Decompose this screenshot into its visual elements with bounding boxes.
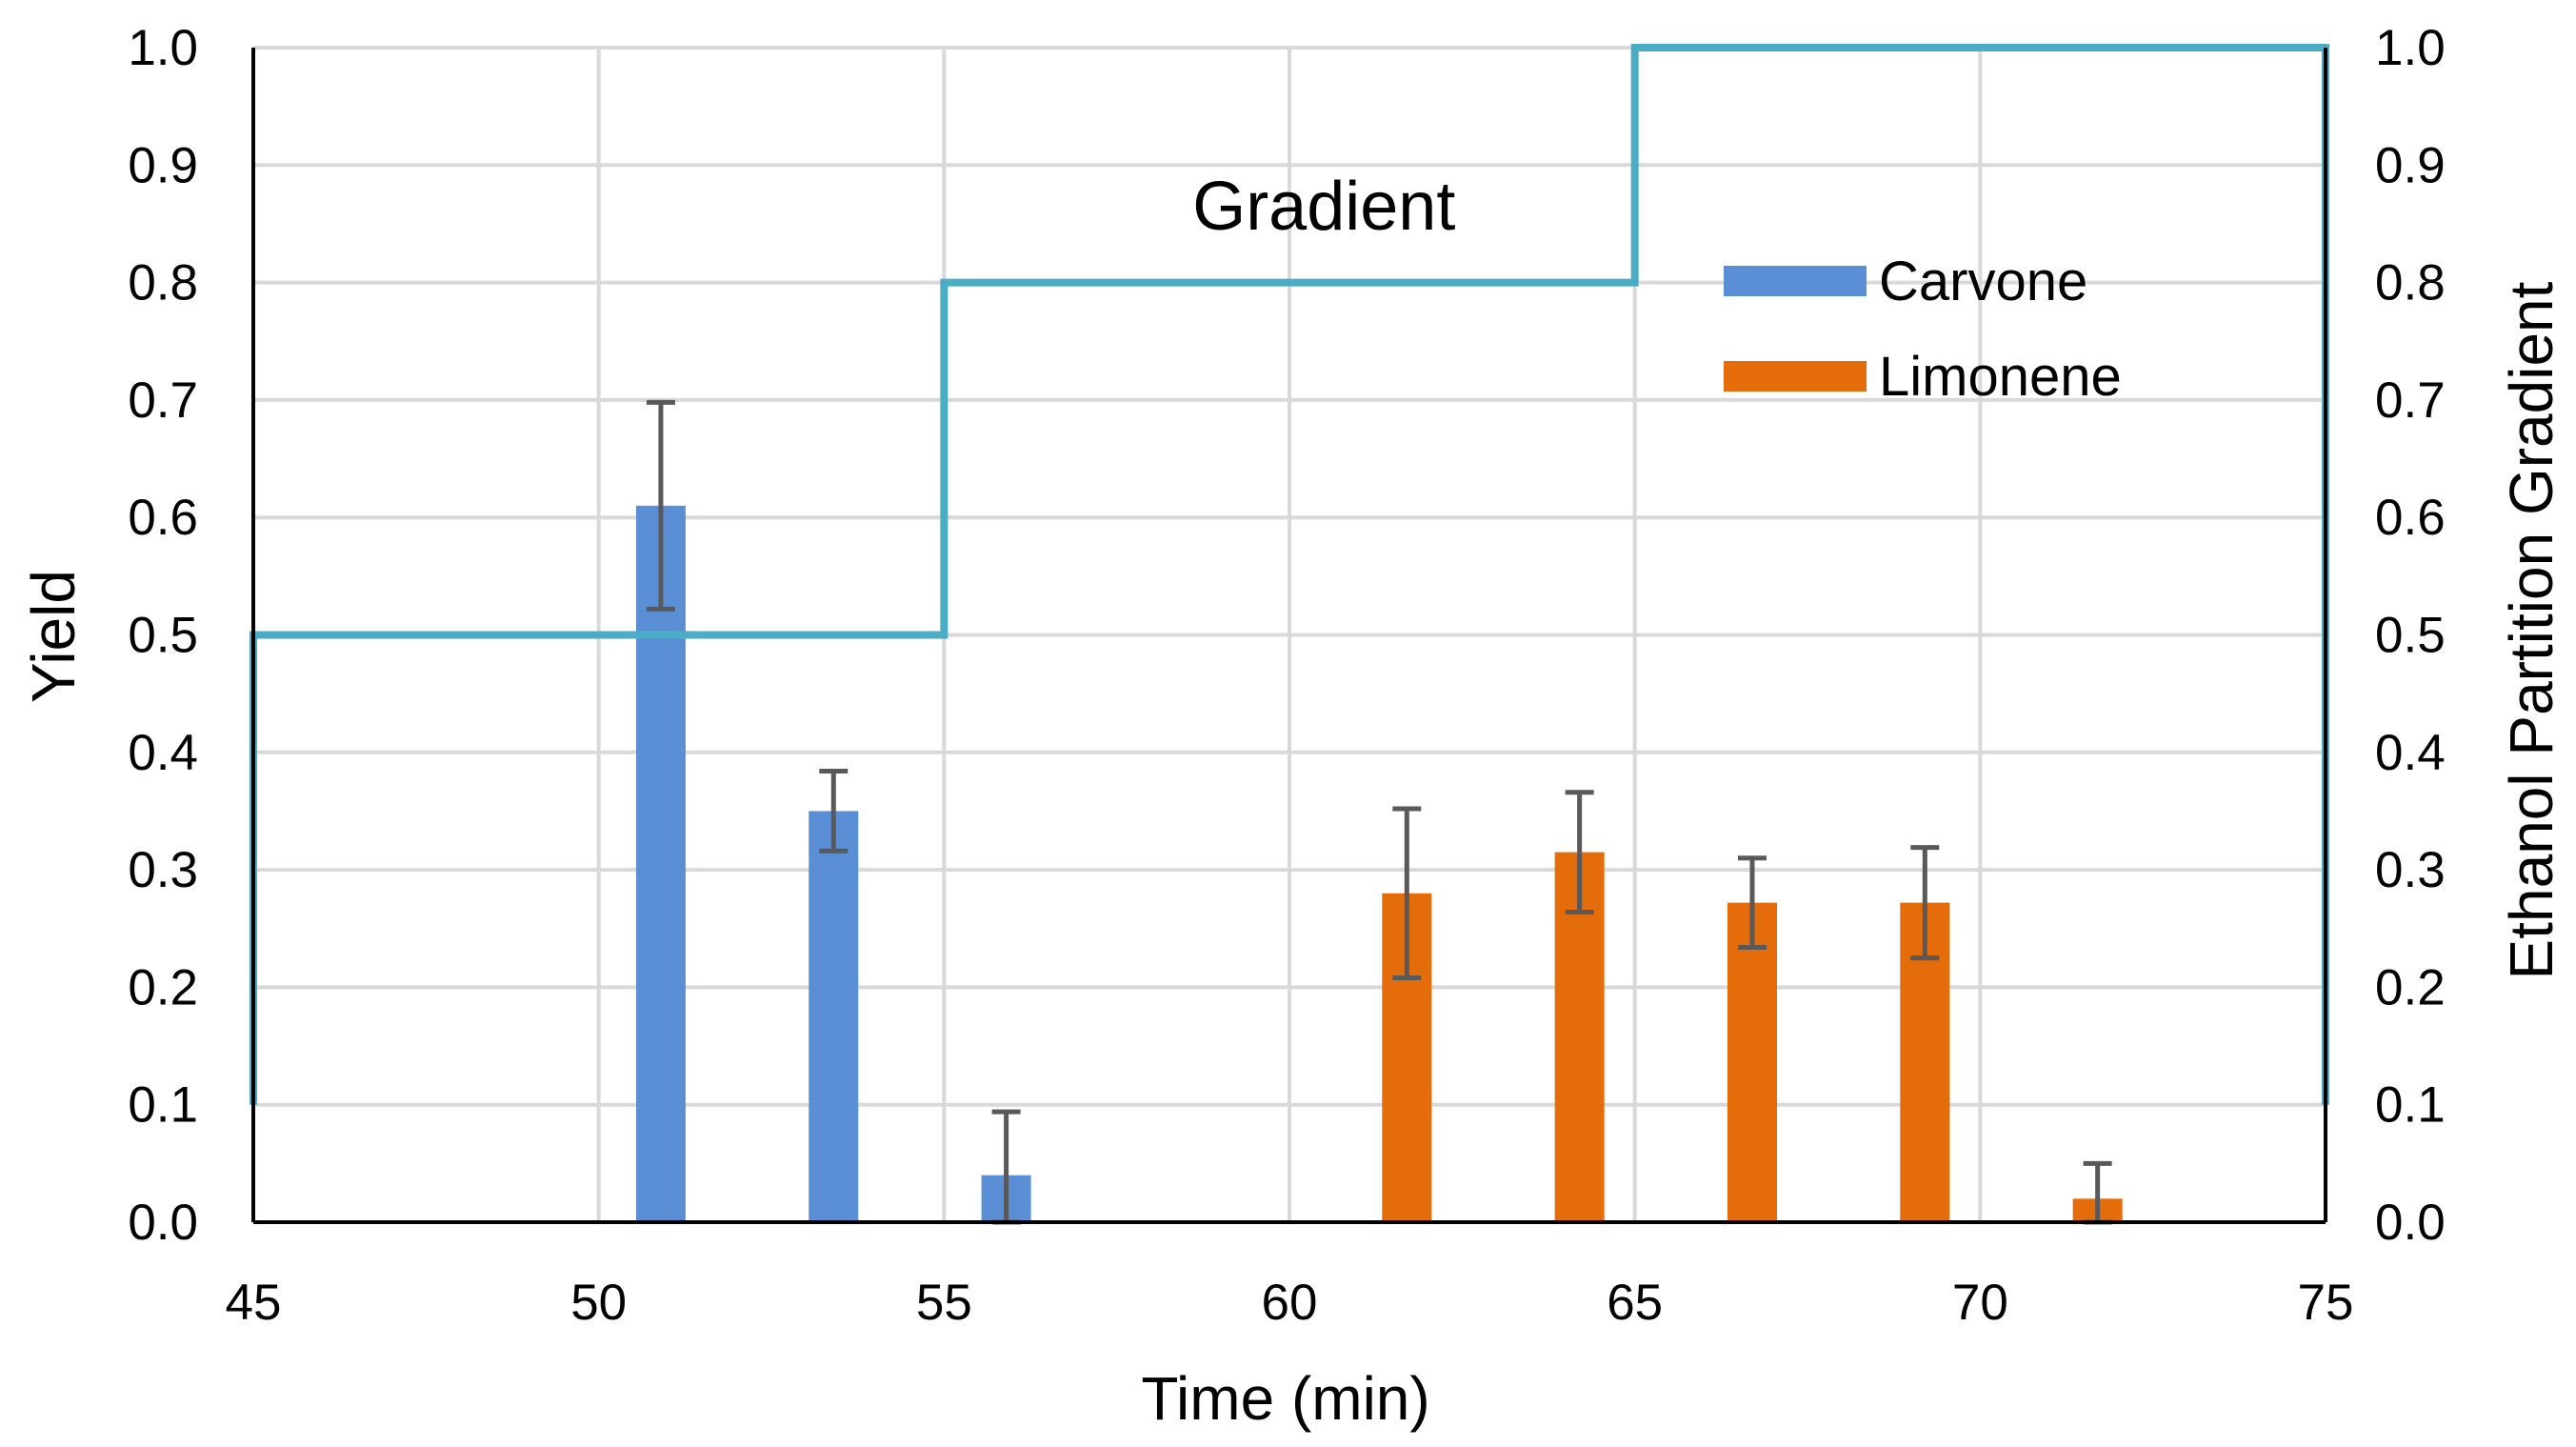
y2-tick-label: 0.7 <box>2375 372 2446 429</box>
x-tick-label: 60 <box>1262 1275 1318 1331</box>
x-tick-label: 75 <box>2298 1275 2354 1331</box>
y2-tick-label: 0.6 <box>2375 490 2446 546</box>
grid-lines <box>253 46 2327 1222</box>
tick-labels: 0.0 0.1 0.2 0.3 0.4 0.5 0.6 0.7 0.8 0.9 1.0 0.0 0.1 0… <box>128 20 2445 1331</box>
legend: Carvone Limonene <box>1724 251 2122 408</box>
x-tick-label: 65 <box>1607 1275 1663 1331</box>
y2-tick-label: 0.0 <box>2375 1195 2446 1251</box>
y-tick-label: 0.3 <box>128 842 198 898</box>
y2-tick-label: 0.5 <box>2375 608 2446 664</box>
legend-swatch <box>1724 266 1867 296</box>
y2-tick-label: 1.0 <box>2375 20 2446 76</box>
y2-tick-label: 0.2 <box>2375 959 2446 1015</box>
y-tick-label: 0.0 <box>128 1195 198 1251</box>
y-tick-label: 0.8 <box>128 255 198 312</box>
y2-tick-label: 0.1 <box>2375 1077 2446 1134</box>
carvone-bar <box>809 811 859 1222</box>
axes <box>251 48 2327 1224</box>
x-axis-title: Time (min) <box>1141 1364 1429 1433</box>
x-tick-label: 70 <box>1952 1275 2008 1331</box>
y-tick-label: 1.0 <box>128 20 198 76</box>
carvone-bar <box>635 505 686 1222</box>
x-tick-label: 45 <box>226 1275 282 1331</box>
y-tick-label: 0.1 <box>128 1077 198 1134</box>
gradient-line <box>250 44 2329 1105</box>
y-tick-label: 0.7 <box>128 372 198 429</box>
annotation-label: Gradient <box>1192 169 1455 245</box>
y-tick-label: 0.2 <box>128 959 198 1015</box>
legend-swatch <box>1724 361 1867 392</box>
gradient-step-line <box>250 44 2329 1105</box>
y2-tick-label: 0.8 <box>2375 255 2446 312</box>
x-tick-label: 50 <box>570 1275 627 1331</box>
y-tick-label: 0.9 <box>128 137 198 193</box>
y-tick-label: 0.5 <box>128 608 198 664</box>
legend-label: Limonene <box>1879 346 2122 408</box>
error-bars <box>646 399 2112 1225</box>
y2-tick-label: 0.4 <box>2375 725 2446 781</box>
bar-series <box>635 505 2123 1222</box>
limonene-bar <box>1727 902 1777 1222</box>
y2-tick-label: 0.9 <box>2375 137 2446 193</box>
y-tick-label: 0.4 <box>128 725 198 781</box>
y-axis-title: Yield <box>19 570 88 703</box>
annotations: Gradient <box>1192 169 1455 245</box>
y2-axis-title: Ethanol Partition Gradient <box>2497 281 2566 979</box>
legend-label: Carvone <box>1879 251 2087 312</box>
y-tick-label: 0.6 <box>128 490 198 546</box>
y2-tick-label: 0.3 <box>2375 842 2446 898</box>
x-tick-label: 55 <box>916 1275 972 1331</box>
